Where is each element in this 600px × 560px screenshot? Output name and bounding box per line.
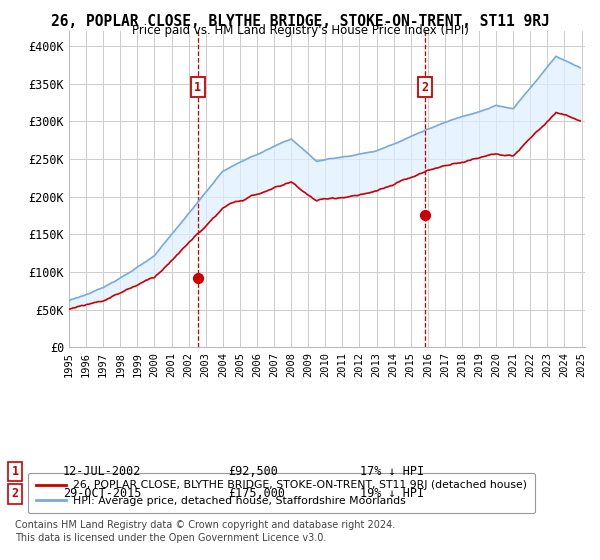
Text: 1: 1 xyxy=(194,81,202,94)
Legend: 26, POPLAR CLOSE, BLYTHE BRIDGE, STOKE-ON-TRENT, ST11 9RJ (detached house), HPI:: 26, POPLAR CLOSE, BLYTHE BRIDGE, STOKE-O… xyxy=(28,473,535,514)
Text: £175,000: £175,000 xyxy=(228,487,285,501)
Point xyxy=(420,211,430,220)
Text: This data is licensed under the Open Government Licence v3.0.: This data is licensed under the Open Gov… xyxy=(15,533,326,543)
Text: 2: 2 xyxy=(421,81,428,94)
Text: 1: 1 xyxy=(11,465,19,478)
Text: Price paid vs. HM Land Registry's House Price Index (HPI): Price paid vs. HM Land Registry's House … xyxy=(131,24,469,37)
Point xyxy=(193,273,203,282)
Text: 19% ↓ HPI: 19% ↓ HPI xyxy=(360,487,424,501)
Text: 26, POPLAR CLOSE, BLYTHE BRIDGE, STOKE-ON-TRENT, ST11 9RJ: 26, POPLAR CLOSE, BLYTHE BRIDGE, STOKE-O… xyxy=(50,14,550,29)
Text: 17% ↓ HPI: 17% ↓ HPI xyxy=(360,465,424,478)
Text: 12-JUL-2002: 12-JUL-2002 xyxy=(63,465,142,478)
Text: 29-OCT-2015: 29-OCT-2015 xyxy=(63,487,142,501)
Text: £92,500: £92,500 xyxy=(228,465,278,478)
Text: 2: 2 xyxy=(11,487,19,501)
Text: Contains HM Land Registry data © Crown copyright and database right 2024.: Contains HM Land Registry data © Crown c… xyxy=(15,520,395,530)
